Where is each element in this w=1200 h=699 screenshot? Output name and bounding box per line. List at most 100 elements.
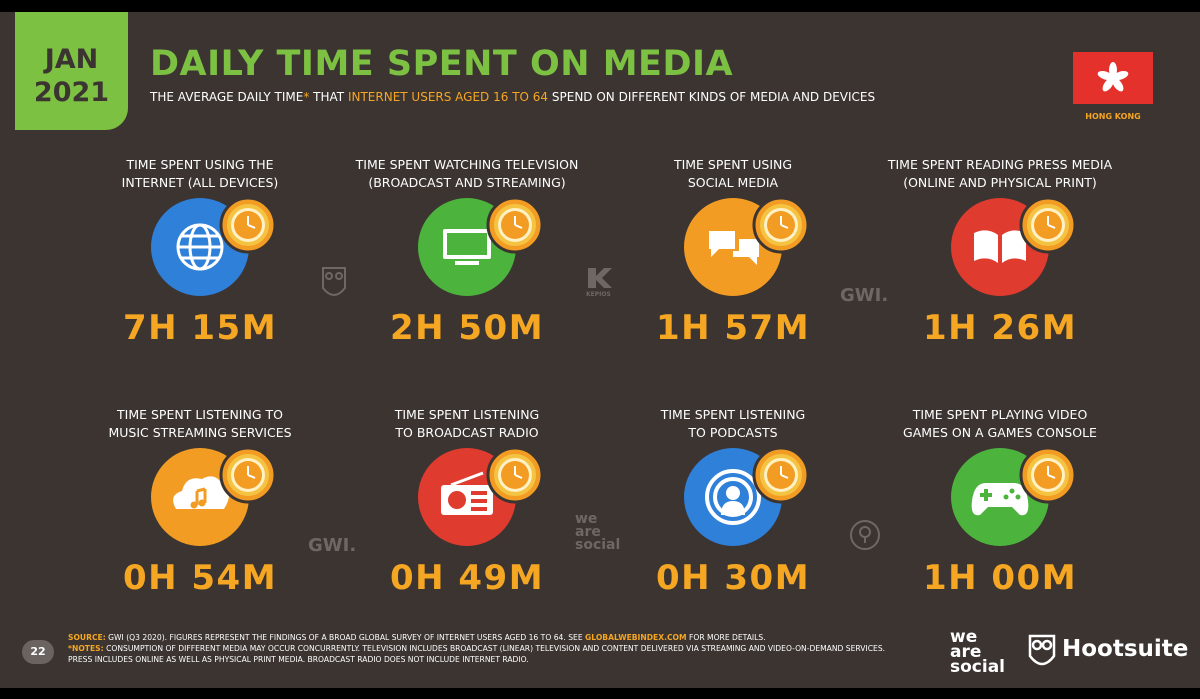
tile-label-line: TIME SPENT LISTENING: [660, 407, 806, 422]
tile-label-line: SOCIAL MEDIA: [687, 175, 779, 190]
tile-label-line: (BROADCAST AND STREAMING): [368, 175, 566, 190]
subtitle-asterisk: *: [303, 90, 310, 104]
tile-value: 7H 15M: [122, 308, 278, 348]
tile-label-line: TO BROADCAST RADIO: [395, 425, 539, 440]
clock-hand: [780, 224, 789, 229]
clock-hand: [780, 474, 789, 479]
tile-label: TIME SPENT LISTENING TO MUSIC STREAMING S…: [75, 406, 325, 442]
tile-value: 0H 49M: [389, 558, 545, 598]
tile-label-line: (ONLINE AND PHYSICAL PRINT): [903, 175, 1097, 190]
subtitle: THE AVERAGE DAILY TIME* THAT INTERNET US…: [150, 90, 875, 104]
clock-hand: [514, 474, 523, 479]
clock-badge: [219, 196, 277, 254]
watermark-line: social: [575, 537, 621, 553]
tile-label: TIME SPENT USING SOCIAL MEDIA: [608, 156, 858, 192]
tile-label-line: TIME SPENT USING: [673, 157, 793, 172]
tile-value: 1H 57M: [655, 308, 811, 348]
watermark-line: we: [575, 511, 598, 527]
country-label: HONG KONG: [1085, 112, 1141, 121]
icon-shape: [974, 230, 998, 263]
logo-line: we: [950, 627, 978, 647]
subtitle-highlight: INTERNET USERS AGED 16 TO 64: [347, 90, 549, 104]
badge-month: JAN: [44, 44, 99, 75]
icon-shape: [733, 239, 759, 265]
notes-label: *NOTES:: [68, 644, 104, 653]
watermark: GWI.: [308, 535, 357, 556]
clock-badge: [486, 446, 544, 504]
tile-icon: [684, 196, 810, 296]
clock-hand: [247, 224, 256, 229]
tile-label-line: TIME SPENT LISTENING TO: [117, 407, 283, 422]
icon-shape: [450, 471, 484, 487]
tile-value: 2H 50M: [389, 308, 545, 348]
tile-label-line: TO PODCASTS: [688, 425, 778, 440]
tile-icon: [684, 446, 810, 546]
watermark-line: are: [575, 524, 601, 540]
icon-shape: [471, 499, 487, 503]
watermark: GWI.: [840, 285, 889, 306]
tile-label-line: TIME SPENT READING PRESS MEDIA: [887, 157, 1113, 172]
page-number: 22: [22, 640, 54, 664]
icon-shape: [455, 261, 479, 265]
tile-label-line: GAMES ON A GAMES CONSOLE: [903, 425, 1097, 440]
icon-shape: [198, 499, 206, 507]
clock-badge: [219, 446, 277, 504]
watermark: KEPIOS: [586, 291, 611, 298]
tile-label: TIME SPENT LISTENING TO PODCASTS: [608, 406, 858, 442]
hootsuite-owl: [1028, 634, 1056, 666]
subtitle-part: THAT: [309, 90, 348, 104]
icon-shape: [709, 231, 735, 257]
icon-shape: [721, 501, 745, 515]
tile-icon: [418, 196, 544, 296]
we-are-social-logo: we are social: [950, 627, 1006, 677]
tile-icon: [951, 196, 1077, 296]
title: DAILY TIME SPENT ON MEDIA: [150, 44, 734, 84]
watermark: we are social: [575, 511, 621, 553]
icon-glyph: [441, 471, 493, 515]
icon-glyph: [974, 230, 1026, 263]
subtitle-part: THE AVERAGE DAILY TIME: [150, 90, 304, 104]
clock-badge: [752, 196, 810, 254]
icon-shape: [471, 507, 487, 511]
tile-label: TIME SPENT PLAYING VIDEO GAMES ON A GAMES…: [875, 406, 1125, 442]
tile-label-line: TIME SPENT LISTENING: [394, 407, 540, 422]
subtitle-part: SPEND ON DIFFERENT KINDS OF MEDIA AND DE…: [548, 90, 876, 104]
background: [0, 12, 1200, 688]
icon-shape: [1015, 494, 1021, 500]
source-end: FOR MORE DETAILS.: [686, 633, 766, 642]
tile-label-line: TIME SPENT USING THE: [126, 157, 274, 172]
icon-glyph: [705, 469, 761, 525]
tile-icon: [151, 196, 277, 296]
clock-badge: [752, 446, 810, 504]
clock-badge: [1019, 446, 1077, 504]
clock-hand: [514, 224, 523, 229]
flag-flower: [1097, 62, 1129, 92]
tile-label-line: INTERNET (ALL DEVICES): [121, 175, 279, 190]
tile-label-line: TIME SPENT PLAYING VIDEO: [912, 407, 1088, 422]
logo-line: social: [950, 657, 1006, 677]
tile-icon: [418, 446, 544, 546]
icon-shape: [1002, 230, 1026, 263]
icon-shape: [173, 476, 229, 509]
icon-shape: [984, 489, 988, 501]
tile-label-line: TIME SPENT WATCHING TELEVISION: [355, 157, 579, 172]
notes-text: CONSUMPTION OF DIFFERENT MEDIA MAY OCCUR…: [68, 644, 888, 664]
source-label: SOURCE:: [68, 633, 106, 642]
icon-glyph: [443, 229, 491, 265]
tile-value: 1H 00M: [922, 558, 1078, 598]
kepios-watermark: [588, 268, 612, 288]
icon-shape: [471, 491, 487, 495]
clock-hand: [247, 474, 256, 479]
icon-shape: [190, 501, 198, 509]
tile-value: 1H 26M: [922, 308, 1078, 348]
tile-label-line: MUSIC STREAMING SERVICES: [108, 425, 292, 440]
icon-glyph: [971, 483, 1029, 516]
date-badge: JAN 2021: [15, 12, 128, 130]
icon-shape: [1003, 494, 1009, 500]
footnote: SOURCE: GWI (Q3 2020). FIGURES REPRESENT…: [68, 632, 888, 665]
icon-glyph: [173, 476, 229, 509]
bulb-watermark: [850, 520, 880, 550]
tile-label: TIME SPENT USING THE INTERNET (ALL DEVICE…: [75, 156, 325, 192]
